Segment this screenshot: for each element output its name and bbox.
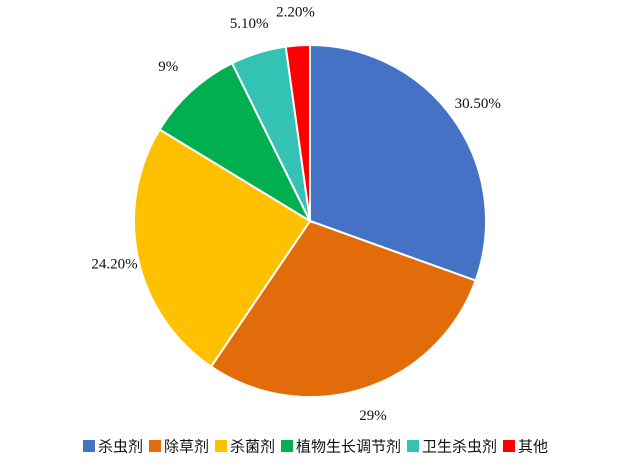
legend-swatch-4 (281, 440, 293, 452)
legend: 杀虫剂 除草剂 杀菌剂 植物生长调节剂 卫生杀虫剂 其他 (83, 438, 548, 456)
legend-item-3: 杀菌剂 (215, 438, 275, 456)
legend-label-6: 其他 (518, 438, 548, 456)
legend-swatch-1 (83, 440, 95, 452)
legend-label-1: 杀虫剂 (98, 438, 143, 456)
data-label-1: 30.50% (455, 96, 501, 112)
legend-swatch-6 (503, 440, 515, 452)
data-label-2: 29% (359, 408, 387, 424)
data-label-5: 5.10% (230, 16, 269, 32)
data-label-6: 2.20% (276, 5, 315, 21)
data-label-3: 24.20% (91, 256, 137, 272)
legend-item-2: 除草剂 (149, 438, 209, 456)
legend-label-2: 除草剂 (164, 438, 209, 456)
legend-label-3: 杀菌剂 (230, 438, 275, 456)
legend-label-4: 植物生长调节剂 (296, 438, 401, 456)
data-labels: 30.50% 29% 24.20% 9% 5.10% 2.20% (91, 5, 500, 425)
legend-swatch-2 (149, 440, 161, 452)
slice-2 (209, 219, 477, 398)
legend-item-4: 植物生长调节剂 (281, 438, 401, 456)
slice-1 (309, 43, 487, 282)
legend-item-1: 杀虫剂 (83, 438, 143, 456)
legend-item-5: 卫生杀虫剂 (407, 438, 497, 456)
slice-3 (132, 128, 312, 368)
slice-6 (284, 43, 311, 222)
legend-swatch-3 (215, 440, 227, 452)
data-label-4: 9% (158, 59, 178, 75)
legend-item-6: 其他 (503, 438, 548, 456)
legend-swatch-5 (407, 440, 419, 452)
pie-slices (132, 43, 487, 398)
slice-4 (158, 61, 313, 224)
legend-label-5: 卫生杀虫剂 (422, 438, 497, 456)
